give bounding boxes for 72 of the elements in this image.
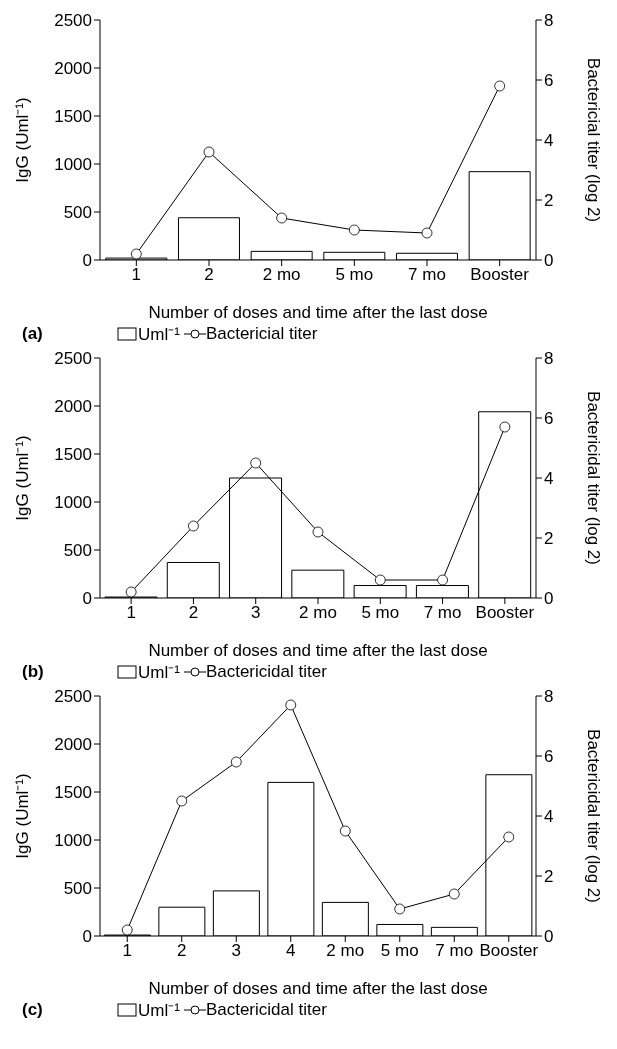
y2-axis-title: Bactericial titer (log 2) — [583, 57, 603, 223]
x-tick-label: 1 — [126, 603, 136, 623]
y2-tick-label: 6 — [544, 747, 554, 767]
y-tick-label: 1500 — [54, 107, 92, 127]
y2-tick-label: 0 — [544, 589, 554, 609]
x-tick-label: 2 — [204, 265, 214, 285]
y2-tick-label: 4 — [544, 469, 554, 489]
y2-tick-label: 2 — [544, 867, 554, 887]
x-tick-label: 3 — [250, 603, 261, 623]
x-tick-label: 1 — [131, 265, 142, 285]
y-tick-label: 2000 — [54, 397, 92, 417]
y-tick-label: 500 — [63, 203, 92, 223]
legend-label: Bactericidal titer — [205, 661, 327, 682]
y-tick-label: 2000 — [54, 59, 92, 79]
x-tick-label: 5 mo — [361, 603, 400, 623]
y2-tick-label: 0 — [544, 251, 554, 271]
x-axis-title: Number of doses and time after the last dose — [148, 303, 488, 322]
text: (c) — [22, 1000, 43, 1020]
y-tick-label: 1500 — [54, 783, 92, 803]
legend-label: Uml⁻¹ — [138, 1000, 180, 1021]
y2-tick-label: 0 — [544, 927, 554, 947]
y2-tick-label: 6 — [544, 71, 554, 91]
y-tick-label: 1000 — [54, 155, 92, 175]
legend-label: Bactericidal titer — [205, 999, 327, 1020]
x-tick-label: 2 mo — [262, 265, 301, 285]
x-tick-label: 5 mo — [380, 941, 419, 961]
y2-tick-label: 8 — [544, 349, 554, 369]
y2-tick-label: 8 — [544, 11, 554, 31]
legend-label: Bactericial titer — [205, 323, 318, 344]
y-axis-title: IgG (Uml⁻¹) — [13, 97, 33, 183]
y-tick-label: 2500 — [54, 11, 92, 31]
y-tick-label: 1500 — [54, 445, 92, 465]
x-axis-title: Number of doses and time after the last dose — [148, 979, 488, 998]
y2-tick-label: 2 — [544, 191, 554, 211]
x-axis-title: Number of doses and time after the last dose — [148, 641, 488, 660]
y-tick-label: 2500 — [54, 687, 92, 707]
y-tick-label: 0 — [82, 927, 92, 947]
x-tick-label: 2 — [188, 603, 199, 623]
x-tick-label: 7 mo — [435, 941, 474, 961]
y-axis-title: IgG (Uml⁻¹) — [13, 435, 33, 521]
y-tick-label: 2000 — [54, 735, 92, 755]
x-tick-label: Booster — [479, 941, 539, 961]
x-tick-label: Booster — [470, 265, 530, 285]
y2-tick-label: 6 — [544, 409, 554, 429]
y2-tick-label: 2 — [544, 529, 554, 549]
x-tick-label: 2 mo — [299, 603, 337, 623]
y-tick-label: 2500 — [54, 349, 92, 369]
x-tick-label: 7 mo — [423, 603, 462, 623]
legend-label: Uml⁻¹ — [138, 662, 180, 683]
x-tick-label: 5 mo — [335, 265, 374, 285]
x-tick-label: 4 — [286, 941, 296, 961]
y-tick-label: 0 — [82, 589, 92, 609]
legend-label: Uml⁻¹ — [138, 324, 180, 345]
y2-tick-label: 4 — [544, 131, 554, 151]
y2-axis-title: Bactericidal titer (log 2) — [583, 729, 603, 903]
x-tick-label: Booster — [475, 603, 535, 623]
x-tick-label: 7 mo — [408, 265, 446, 285]
y-tick-label: 500 — [63, 541, 92, 561]
y2-axis-title: Bactericidal titer (log 2) — [583, 391, 603, 565]
x-tick-label: 1 — [122, 941, 132, 961]
x-tick-label: 2 — [177, 941, 187, 961]
text: (b) — [22, 662, 44, 682]
y-tick-label: 1000 — [54, 493, 92, 513]
y-tick-label: 500 — [63, 879, 92, 899]
x-tick-label: 3 — [231, 941, 241, 961]
text: (a) — [22, 324, 43, 344]
y-tick-label: 1000 — [54, 831, 92, 851]
y2-tick-label: 4 — [544, 807, 554, 827]
y-tick-label: 0 — [82, 251, 92, 271]
y-axis-title: IgG (Uml⁻¹) — [13, 773, 33, 859]
y2-tick-label: 8 — [544, 687, 554, 707]
x-tick-label: 2 mo — [326, 941, 365, 961]
